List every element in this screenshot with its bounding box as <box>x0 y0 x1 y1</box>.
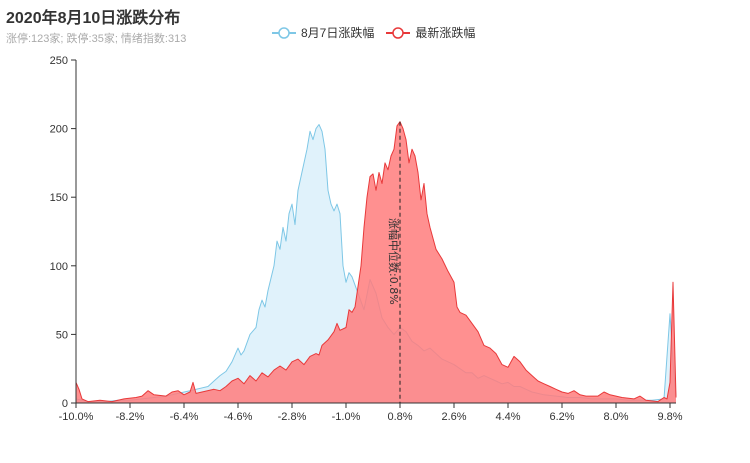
x-tick-label: -8.2% <box>116 411 145 423</box>
legend-item-previous[interactable]: 8月7日涨跌幅 <box>272 24 374 41</box>
legend-label-previous: 8月7日涨跌幅 <box>301 26 375 40</box>
series-area-latest <box>76 121 676 403</box>
x-tick-label: 0.8% <box>387 411 412 423</box>
x-tick-label: -10.0% <box>59 411 94 423</box>
y-tick-label: 100 <box>50 261 68 273</box>
x-tick-label: 4.4% <box>495 411 520 423</box>
median-layer: 涨幅中位数:0.8% <box>387 121 401 403</box>
x-tick-label: -6.4% <box>170 411 199 423</box>
series-layer <box>75 121 677 403</box>
x-tick-label: 9.8% <box>657 411 682 423</box>
legend-circle-icon <box>386 26 411 39</box>
chart-subtitle: 涨停:123家; 跌停:35家; 情绪指数:313 <box>6 33 187 45</box>
legend-item-latest[interactable]: 最新涨跌幅 <box>386 24 475 41</box>
x-tick-label: -1.0% <box>332 411 361 423</box>
legend-circle-icon <box>272 26 296 39</box>
chart-title: 2020年8月10日涨跌分布 <box>6 10 181 27</box>
axis-layer: 0 50 100 150 200 250 -10.0% -8.2% -6.4% -4.6% -2.8… <box>50 55 683 423</box>
x-tick-label: 8.0% <box>603 411 628 423</box>
y-tick-label: 200 <box>50 124 68 136</box>
y-tick-label: 0 <box>62 398 68 410</box>
median-label: 涨幅中位数:0.8% <box>387 218 401 305</box>
legend: 8月7日涨跌幅 最新涨跌幅 <box>272 24 487 41</box>
y-tick-label: 250 <box>50 55 68 67</box>
x-tick-label: 2.6% <box>441 411 466 423</box>
x-tick-label: -2.8% <box>278 411 307 423</box>
series-line-latest <box>75 121 677 403</box>
legend-label-latest: 最新涨跌幅 <box>415 26 476 40</box>
x-tick-label: -4.6% <box>224 411 253 423</box>
y-tick-label: 150 <box>50 192 68 204</box>
y-tick-label: 50 <box>56 329 68 341</box>
x-tick-label: 6.2% <box>549 411 574 423</box>
